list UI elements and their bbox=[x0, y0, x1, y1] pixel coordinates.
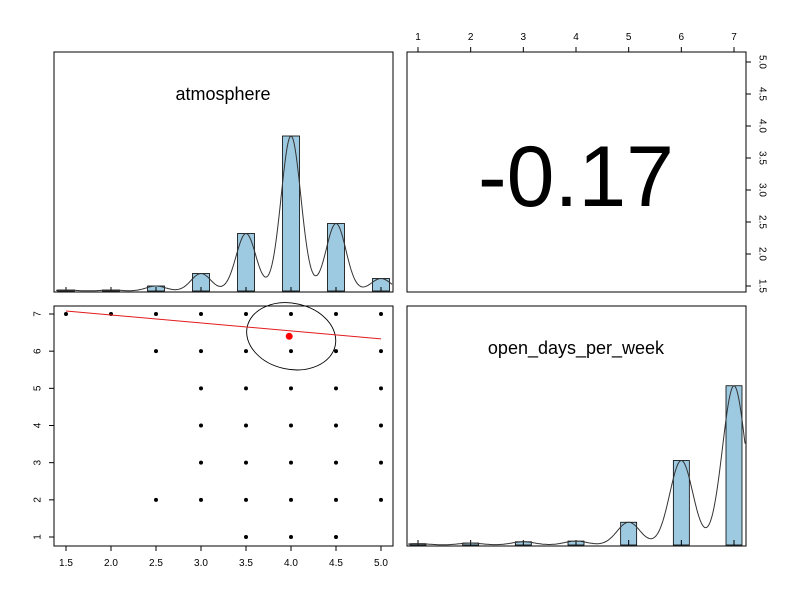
x-axis-tick-label: 2.0 bbox=[104, 558, 118, 569]
scatter-point bbox=[289, 460, 293, 465]
mean-point bbox=[285, 332, 293, 340]
x-axis-tick-label: 1.5 bbox=[59, 558, 73, 569]
y-axis-tick-label: 7 bbox=[33, 311, 44, 317]
panel-atmosphere-histogram-frame bbox=[53, 51, 394, 293]
x-axis-tick-label: 2.5 bbox=[149, 558, 163, 569]
top-axis-tick-label: 6 bbox=[679, 32, 685, 43]
top-axis-tick-label: 5 bbox=[626, 32, 632, 43]
scatter-point bbox=[244, 312, 248, 316]
scatter-point bbox=[199, 423, 203, 428]
x-axis-tick-label: 5.0 bbox=[374, 558, 388, 569]
correlation-value: -0.17 bbox=[478, 129, 674, 225]
scatter-point bbox=[334, 386, 338, 391]
scatter-point bbox=[199, 349, 203, 354]
y-axis-tick-label: 2 bbox=[33, 497, 44, 503]
scatter-point bbox=[244, 535, 248, 539]
right-axis-tick-label: 2.5 bbox=[756, 215, 767, 229]
panel-open-days-histogram-frame bbox=[406, 305, 747, 547]
y-axis-tick-label: 5 bbox=[33, 385, 44, 391]
right-axis-tick-label: 5.0 bbox=[756, 55, 767, 69]
scatter-point bbox=[289, 312, 293, 316]
scatter-point bbox=[199, 460, 203, 465]
scatter-point bbox=[64, 312, 68, 316]
scatter-point bbox=[379, 386, 383, 391]
scatter-point bbox=[289, 535, 293, 539]
scatter-point bbox=[334, 349, 338, 354]
scatter-point bbox=[244, 497, 248, 502]
scatter-point bbox=[334, 312, 338, 316]
y-axis-tick-label: 6 bbox=[33, 348, 44, 354]
right-axis-tick-label: 4.0 bbox=[756, 119, 767, 133]
right-axis-tick-label: 3.5 bbox=[756, 151, 767, 165]
scatter-point bbox=[379, 497, 383, 502]
x-axis-tick-label: 3.0 bbox=[194, 558, 208, 569]
top-axis-tick-label: 1 bbox=[415, 32, 421, 43]
scatter-point bbox=[289, 497, 293, 502]
atmosphere-density-curve bbox=[55, 135, 393, 292]
open-days-hist-bar bbox=[672, 460, 690, 546]
scatter-point bbox=[244, 386, 248, 391]
y-axis-tick-label: 3 bbox=[33, 459, 44, 465]
scatter-point bbox=[334, 535, 338, 539]
top-axis-tick-label: 3 bbox=[521, 32, 527, 43]
scatter-point bbox=[154, 349, 158, 354]
open-days-title: open_days_per_week bbox=[488, 338, 665, 359]
scatter-point bbox=[199, 497, 203, 502]
right-axis-tick-label: 4.5 bbox=[756, 87, 767, 101]
scatter-point bbox=[379, 349, 383, 354]
scatter-point bbox=[379, 460, 383, 465]
right-axis-tick-label: 3.0 bbox=[756, 183, 767, 197]
right-axis-tick-label: 1.5 bbox=[756, 279, 767, 293]
panel-scatter-frame bbox=[53, 305, 394, 547]
scatter-point bbox=[154, 497, 158, 502]
scatter-point bbox=[334, 460, 338, 465]
top-axis-tick-label: 4 bbox=[573, 32, 579, 43]
scatter-point bbox=[244, 460, 248, 465]
fit-line bbox=[65, 310, 382, 340]
x-axis-tick-label: 3.5 bbox=[239, 558, 253, 569]
top-axis-tick-label: 2 bbox=[468, 32, 474, 43]
scatter-point bbox=[289, 386, 293, 391]
scatter-point bbox=[379, 312, 383, 316]
scatter-point bbox=[199, 312, 203, 316]
scatter-point bbox=[244, 349, 248, 354]
y-axis-tick-label: 4 bbox=[33, 422, 44, 428]
x-axis-tick-label: 4.0 bbox=[284, 558, 298, 569]
top-axis-tick-label: 7 bbox=[731, 32, 737, 43]
scatter-point bbox=[154, 312, 158, 316]
scatter-point bbox=[289, 349, 293, 354]
y-axis-tick-label: 1 bbox=[33, 534, 44, 540]
scatter-point bbox=[334, 497, 338, 502]
scatter-point bbox=[244, 423, 248, 428]
open-days-hist-bar bbox=[725, 385, 743, 546]
scatter-point bbox=[334, 423, 338, 428]
scatter-point bbox=[379, 423, 383, 428]
right-axis-tick-label: 2.0 bbox=[756, 247, 767, 261]
atmosphere-title: atmosphere bbox=[175, 84, 270, 104]
x-axis-tick-label: 4.5 bbox=[329, 558, 343, 569]
scatter-point bbox=[289, 423, 293, 428]
scatter-point bbox=[199, 386, 203, 391]
open-days-density-curve bbox=[407, 385, 746, 546]
